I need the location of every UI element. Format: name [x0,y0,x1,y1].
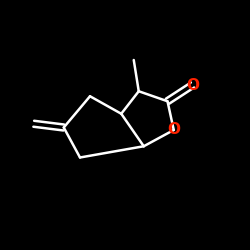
Text: O: O [167,122,180,138]
Text: O: O [186,78,199,92]
